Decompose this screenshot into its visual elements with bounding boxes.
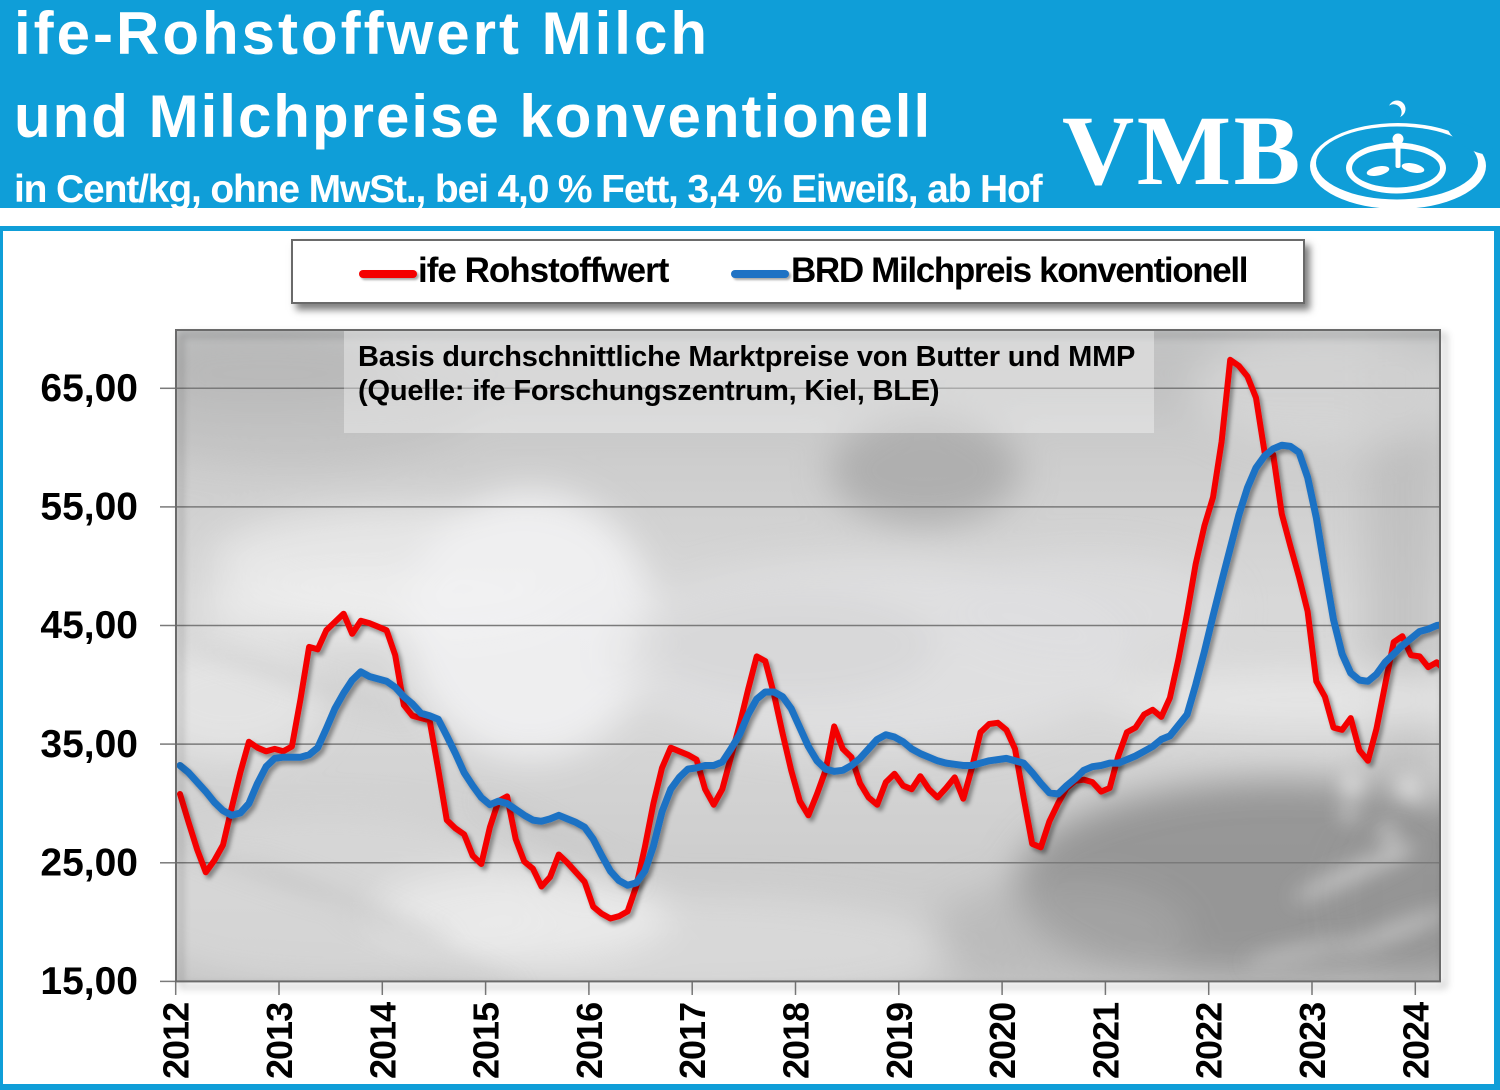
svg-text:2014: 2014 — [362, 1002, 403, 1079]
svg-text:2013: 2013 — [259, 1003, 300, 1079]
svg-text:2015: 2015 — [466, 1002, 507, 1079]
svg-text:2023: 2023 — [1292, 1003, 1333, 1079]
svg-text:15,00: 15,00 — [40, 960, 138, 1003]
svg-text:2022: 2022 — [1189, 1003, 1230, 1079]
svg-text:65,00: 65,00 — [40, 367, 138, 410]
svg-text:35,00: 35,00 — [40, 723, 138, 766]
svg-text:2020: 2020 — [982, 1003, 1023, 1079]
svg-text:2024: 2024 — [1395, 1002, 1436, 1079]
svg-text:2012: 2012 — [156, 1003, 197, 1079]
svg-text:55,00: 55,00 — [40, 486, 138, 529]
svg-text:2016: 2016 — [569, 1003, 610, 1079]
svg-text:2017: 2017 — [672, 1003, 713, 1079]
svg-text:45,00: 45,00 — [40, 604, 138, 647]
svg-text:25,00: 25,00 — [40, 842, 138, 885]
svg-text:2019: 2019 — [879, 1003, 920, 1079]
svg-text:2021: 2021 — [1085, 1002, 1126, 1079]
svg-text:2018: 2018 — [776, 1003, 817, 1079]
